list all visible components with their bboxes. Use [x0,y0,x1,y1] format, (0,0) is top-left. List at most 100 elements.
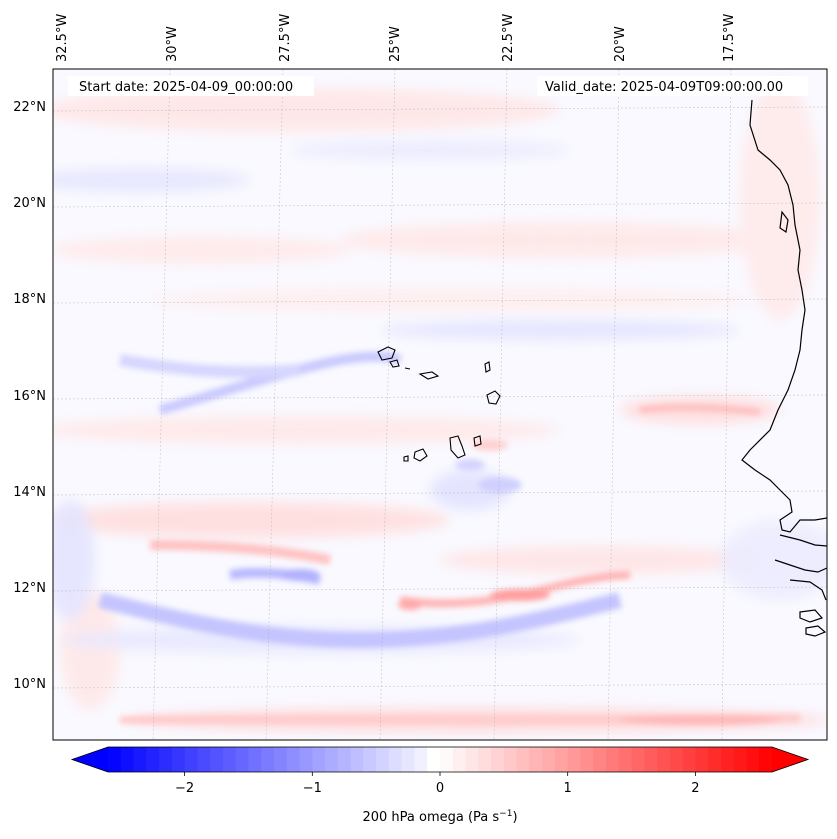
colorbar: −2 −1 0 1 2 200 hPa omega (Pa s−1) [70,746,810,825]
lat-label: 20°N [13,196,46,211]
colorbar-swatch [184,747,198,772]
colorbar-ticks: −2 −1 0 1 2 [175,772,700,796]
colorbar-extend-left [72,747,108,772]
omega-field [53,69,827,740]
colorbar-swatch [210,747,224,772]
colorbar-swatch [286,747,301,772]
colorbar-swatch [580,747,594,772]
island-sal [484,361,491,373]
lon-label: 25°W [388,26,403,62]
colorbar-swatch [478,747,492,772]
colorbar-swatch [759,747,773,772]
start-date-box [68,76,314,96]
island-maio [473,435,482,447]
colorbar-swatch [337,747,352,772]
colorbar-swatch [376,747,390,772]
island-santo-antao [377,346,396,361]
colorbar-swatch [491,747,505,772]
colorbar-swatch [746,747,760,772]
colorbar-swatch [631,747,645,772]
island-fogo [413,448,428,462]
colorbar-swatch [567,747,582,772]
colorbar-swatch [440,747,454,772]
lat-label: 10°N [13,677,46,692]
colorbar-swatch [108,747,122,772]
colorbar-swatch [325,747,339,772]
lon-label: 22.5°W [501,14,516,62]
colorbar-tick-label: 1 [564,781,572,796]
colorbar-swatch [197,747,211,772]
colorbar-swatch [388,747,403,772]
colorbar-label: 200 hPa omega (Pa s−1) [362,809,517,825]
coastline [741,99,827,637]
colorbar-swatch [720,747,735,772]
colorbar-outline [70,746,810,773]
valid-date-box [537,76,808,96]
start-date-label: Start date: 2025-04-09_00:00:00 [79,80,293,95]
colorbar-swatches [108,747,773,772]
colorbar-swatch [708,747,722,772]
lat-label: 12°N [13,581,46,596]
lat-label: 14°N [13,485,46,500]
island-sao-vicente [389,359,400,368]
colorbar-swatch [350,747,364,772]
lon-label: 27.5°W [278,14,293,62]
latitude-labels: 22°N 20°N 18°N 16°N 14°N 12°N 10°N [13,100,46,692]
colorbar-swatch [682,747,696,772]
colorbar-tick-label: −2 [175,781,194,796]
colorbar-swatch [452,747,467,772]
colorbar-tick-label: −1 [303,781,322,796]
valid-date-label: Valid_date: 2025-04-09T09:00:00.00 [545,80,783,95]
colorbar-swatch [363,747,377,772]
colorbar-tick-label: 0 [436,781,444,796]
colorbar-swatch [171,747,186,772]
colorbar-swatch [299,747,313,772]
longitude-labels: 32.5°W 30°W 27.5°W 25°W 22.5°W 20°W 17.5… [55,14,737,62]
lat-label: 18°N [13,292,46,307]
colorbar-swatch [503,747,518,772]
colorbar-swatch [312,747,326,772]
colorbar-swatch [542,747,556,772]
colorbar-swatch [465,747,479,772]
cape-verde-islands [377,346,501,462]
colorbar-extend-right [772,747,808,772]
colorbar-swatch [159,747,173,772]
colorbar-swatch [695,747,709,772]
map-panel: Start date: 2025-04-09_00:00:00 Valid_da… [52,68,828,741]
colorbar-swatch [235,747,250,772]
graticule [53,69,827,740]
island-santiago [449,435,466,459]
colorbar-swatch [657,747,671,772]
lat-label: 22°N [13,100,46,115]
colorbar-swatch [606,747,620,772]
colorbar-swatch [516,747,530,772]
island-boa-vista [486,390,501,405]
island-sao-nicolau [418,371,440,380]
lat-label: 16°N [13,389,46,404]
lon-label: 32.5°W [55,14,70,62]
colorbar-swatch [401,747,416,772]
map-frame [52,68,828,741]
colorbar-swatch [644,747,658,772]
colorbar-swatch [120,747,135,772]
colorbar-swatch [427,747,441,772]
island-santa-luzia [404,367,411,370]
colorbar-swatch [669,747,684,772]
lon-label: 20°W [613,26,628,62]
colorbar-swatch [618,747,633,772]
lon-label: 17.5°W [722,14,737,62]
colorbar-swatch [529,747,543,772]
colorbar-swatch [274,747,288,772]
colorbar-swatch [733,747,748,772]
colorbar-swatch [593,747,607,772]
colorbar-swatch [261,747,275,772]
colorbar-swatch [222,747,237,772]
colorbar-swatch [248,747,262,772]
colorbar-swatch [554,747,569,772]
colorbar-swatch [414,747,428,772]
island-brava [403,455,409,462]
colorbar-swatch [146,747,160,772]
colorbar-swatch [133,747,147,772]
colorbar-tick-label: 2 [691,781,699,796]
